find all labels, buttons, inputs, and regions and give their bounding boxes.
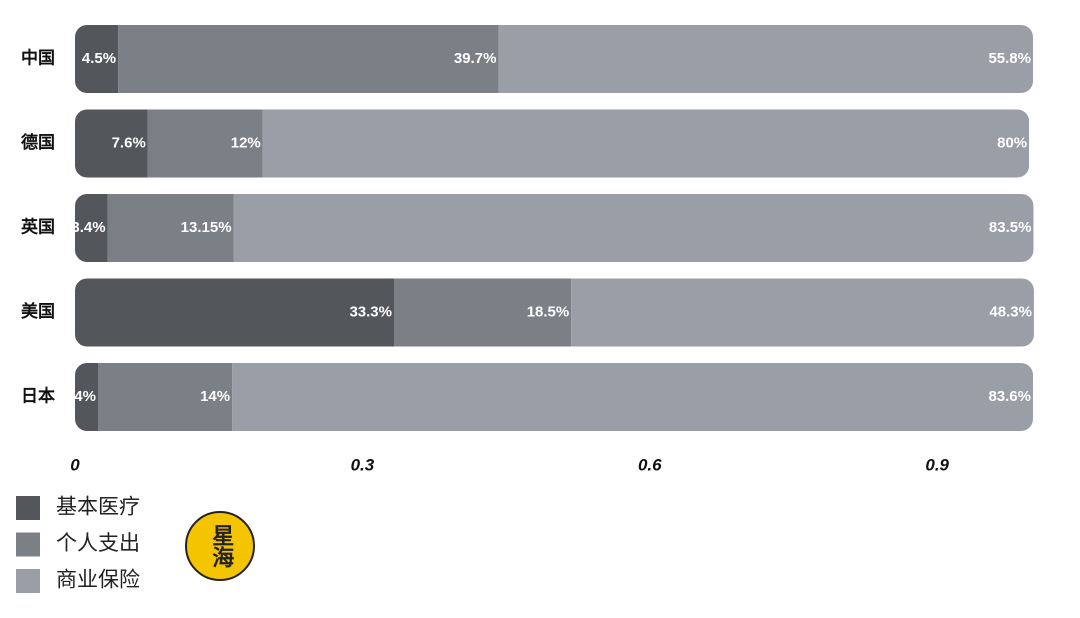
value-label: 83.5%: [989, 219, 1032, 236]
bar-segment: [75, 278, 395, 347]
bar-segment: [107, 194, 234, 262]
bar-segment: [394, 278, 572, 347]
bar-row: [75, 194, 1034, 262]
value-label: 7.6%: [112, 134, 146, 151]
bar-segment: [262, 109, 1030, 178]
value-label: 3.4%: [71, 219, 105, 236]
value-label: 33.3%: [349, 303, 392, 320]
x-tick-label: 0.3: [351, 455, 375, 474]
bar-row: [75, 278, 1034, 347]
bar-row: [75, 25, 1033, 93]
value-label: 13.15%: [181, 219, 232, 236]
x-tick-label: 0.9: [925, 455, 949, 474]
value-label: 14%: [200, 388, 230, 405]
value-label: 48.3%: [989, 303, 1032, 320]
y-tick-label: 德国: [21, 132, 55, 152]
y-tick-label: 英国: [21, 216, 55, 236]
bar-segment: [75, 194, 108, 262]
value-label: 4.5%: [82, 50, 116, 67]
bar-segment: [75, 25, 119, 93]
bar-segment: [147, 109, 263, 178]
bar-segment: [97, 363, 233, 431]
x-tick-label: 0.6: [638, 455, 662, 474]
value-label: 83.6%: [988, 388, 1031, 405]
value-label: 39.7%: [454, 50, 497, 67]
value-label: 18.5%: [527, 303, 570, 320]
x-tick-label: 0: [70, 455, 80, 474]
bar-segment: [75, 109, 148, 178]
bar-segment: [118, 25, 499, 93]
bar-segment: [75, 363, 98, 431]
y-tick-label: 日本: [21, 385, 55, 405]
logo-text: 星海: [209, 524, 234, 568]
value-label: 2.4%: [62, 388, 96, 405]
bar-row: [75, 363, 1033, 431]
legend-label: 商业保险: [56, 569, 140, 592]
y-tick-label: 中国: [21, 47, 55, 67]
legend-swatch: [16, 496, 40, 520]
legend-swatch: [16, 569, 40, 593]
bar-segment: [498, 25, 1033, 93]
bar-segment: [232, 363, 1033, 431]
value-label: 12%: [231, 134, 261, 151]
bar-row: [75, 109, 1030, 178]
watermark-logo: 星海: [185, 511, 255, 581]
value-label: 80%: [997, 134, 1027, 151]
legend-label: 基本医疗: [56, 496, 140, 519]
legend-swatch: [16, 532, 40, 557]
bar-segment: [571, 278, 1034, 347]
legend-label: 个人支出: [56, 532, 140, 555]
value-label: 55.8%: [988, 50, 1031, 67]
logo-circle: [185, 511, 255, 581]
y-tick-label: 美国: [21, 301, 55, 321]
bar-segment: [233, 194, 1034, 262]
